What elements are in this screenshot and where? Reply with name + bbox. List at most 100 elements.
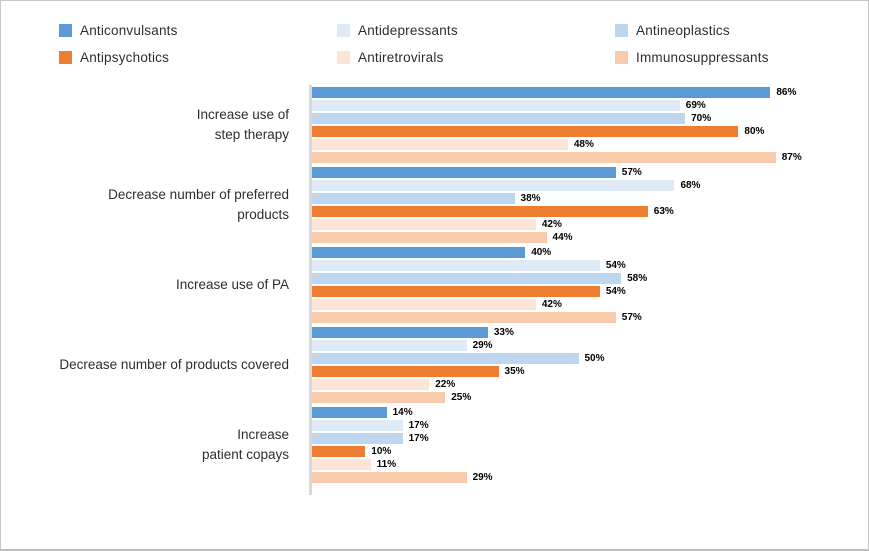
bar-immunosuppressants — [312, 392, 446, 403]
bar-anticonvulsants — [312, 87, 771, 98]
bar-row: 33% — [312, 327, 607, 338]
bar-stack: 14% 17% 17% 10% 11% 29% — [312, 407, 495, 483]
legend-item-anticonvulsants: Anticonvulsants — [59, 23, 337, 38]
data-label: 70% — [689, 113, 714, 124]
data-label: 14% — [390, 407, 415, 418]
bar-antiretrovirals — [312, 379, 430, 390]
data-label: 57% — [619, 167, 644, 178]
bar-antipsychotics — [312, 286, 600, 297]
bar-row: 42% — [312, 219, 702, 230]
bar-antipsychotics — [312, 366, 499, 377]
bar-immunosuppressants — [312, 472, 467, 483]
category-group: Decrease number of preferred products 57%… — [1, 167, 868, 243]
data-label: 80% — [742, 126, 767, 137]
bar-antipsychotics — [312, 126, 739, 137]
bar-antineoplastics — [312, 353, 579, 364]
bar-antiretrovirals — [312, 299, 536, 310]
bar-row: 42% — [312, 299, 649, 310]
data-label: 17% — [406, 433, 431, 444]
legend-label: Antiretrovirals — [358, 50, 444, 65]
bar-stack: 86% 69% 70% 80% 48% 87% — [312, 87, 804, 163]
category-label: Increase use of step therapy — [196, 107, 289, 142]
bar-row: 54% — [312, 260, 649, 271]
bar-row: 68% — [312, 180, 703, 191]
bar-antidepressants — [312, 100, 680, 111]
bar-row: 40% — [312, 247, 649, 258]
bar-row: 10% — [312, 446, 495, 457]
legend-item-antidepressants: Antidepressants — [337, 23, 615, 38]
data-label: 87% — [779, 152, 804, 163]
legend-label: Antipsychotics — [80, 50, 170, 65]
bar-anticonvulsants — [312, 247, 526, 258]
bar-stack: 33% 29% 50% 35% 22% 25% — [312, 327, 607, 403]
data-label: 29% — [470, 340, 495, 351]
data-label: 33% — [491, 327, 516, 338]
bar-row: 87% — [312, 152, 804, 163]
data-label: 10% — [369, 446, 394, 457]
bar-antidepressants — [312, 260, 600, 271]
legend-item-antineoplastics: Antineoplastics — [615, 23, 829, 38]
bar-immunosuppressants — [312, 232, 547, 243]
category-label: Increase use of PA — [175, 277, 289, 293]
data-label: 35% — [502, 366, 527, 377]
data-label: 44% — [550, 232, 575, 243]
category-label: Decrease number of products covered — [59, 357, 289, 373]
category-group: Decrease number of products covered 33% 29… — [1, 327, 868, 403]
bar-antidepressants — [312, 180, 675, 191]
bar-row: 57% — [312, 312, 649, 323]
bar-row: 29% — [312, 472, 495, 483]
data-label: 25% — [449, 392, 474, 403]
data-label: 50% — [582, 353, 607, 364]
bar-antiretrovirals — [312, 219, 536, 230]
bar-antineoplastics — [312, 113, 686, 124]
data-label: 48% — [571, 139, 596, 150]
bar-antineoplastics — [312, 433, 403, 444]
legend-swatch-antipsychotics — [59, 51, 72, 64]
bar-row: 54% — [312, 286, 649, 297]
bar-row: 17% — [312, 433, 495, 444]
bar-antidepressants — [312, 340, 467, 351]
bar-immunosuppressants — [312, 152, 776, 163]
bar-stack: 57% 68% 38% 63% 42% 44% — [312, 167, 703, 243]
category-group: Increase use of step therapy 86% 69% 70% 80%… — [1, 87, 868, 163]
data-label: 54% — [603, 286, 628, 297]
legend-swatch-immunosuppressants — [615, 51, 628, 64]
data-label: 68% — [678, 180, 703, 191]
category-label: Decrease number of preferred products — [108, 187, 289, 222]
legend-swatch-antiretrovirals — [337, 51, 350, 64]
bar-antiretrovirals — [312, 139, 568, 150]
legend-item-antiretrovirals: Antiretrovirals — [337, 50, 615, 65]
legend: Anticonvulsants Antidepressants Antineopla… — [59, 23, 829, 65]
legend-swatch-antidepressants — [337, 24, 350, 37]
bar-antineoplastics — [312, 193, 515, 204]
bar-stack: 40% 54% 58% 54% 42% 57% — [312, 247, 650, 323]
legend-swatch-antineoplastics — [615, 24, 628, 37]
category-group: Increase use of PA 40% 54% 58% 54% 42% 57% — [1, 247, 868, 323]
bar-row: 25% — [312, 392, 607, 403]
bar-immunosuppressants — [312, 312, 616, 323]
bar-row: 11% — [312, 459, 495, 470]
data-label: 63% — [651, 206, 676, 217]
bar-row: 50% — [312, 353, 607, 364]
category-label: Increase patient copays — [201, 427, 289, 462]
legend-item-antipsychotics: Antipsychotics — [59, 50, 337, 65]
bar-antiretrovirals — [312, 459, 371, 470]
bar-row: 17% — [312, 420, 495, 431]
data-label: 54% — [603, 260, 628, 271]
bar-antipsychotics — [312, 206, 648, 217]
bar-row: 29% — [312, 340, 607, 351]
bar-row: 58% — [312, 273, 650, 284]
bar-anticonvulsants — [312, 407, 387, 418]
bar-antineoplastics — [312, 273, 622, 284]
bar-row: 63% — [312, 206, 702, 217]
legend-label: Antidepressants — [358, 23, 458, 38]
bar-row: 69% — [312, 100, 804, 111]
plot-area: Increase use of step therapy 86% 69% 70% 80%… — [1, 87, 868, 487]
bar-row: 80% — [312, 126, 804, 137]
legend-swatch-anticonvulsants — [59, 24, 72, 37]
legend-label: Antineoplastics — [636, 23, 730, 38]
legend-label: Immunosuppressants — [636, 50, 769, 65]
data-label: 11% — [374, 459, 399, 470]
category-axis-line — [309, 85, 312, 495]
